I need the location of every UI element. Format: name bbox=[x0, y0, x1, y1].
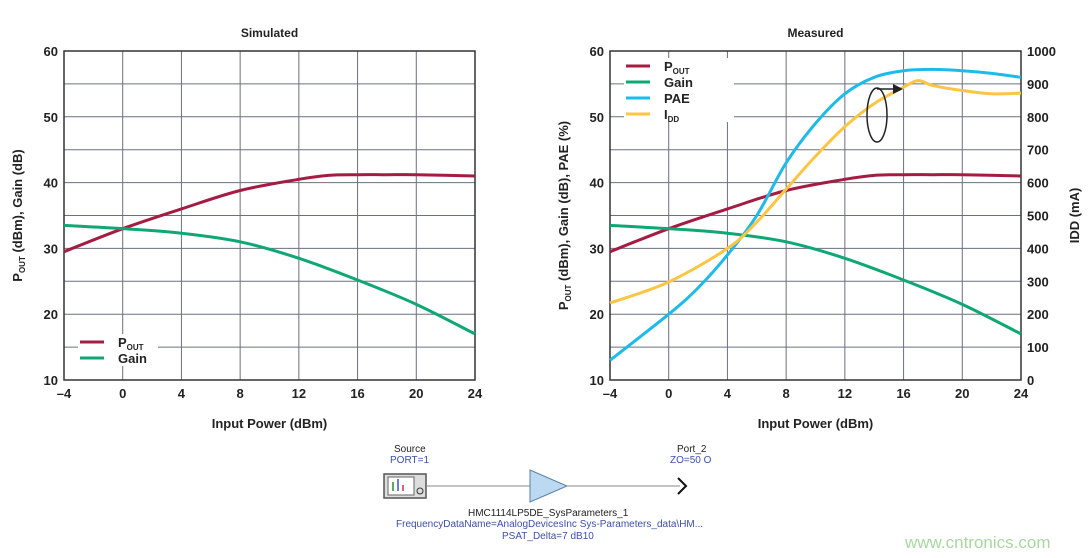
legend-bg bbox=[624, 58, 734, 74]
source-name: Source bbox=[394, 444, 426, 455]
legend-label: Gain bbox=[664, 75, 693, 90]
plot-frame bbox=[63, 50, 476, 381]
watermark: www.cntronics.com bbox=[905, 533, 1051, 552]
series-line-pae bbox=[609, 67, 1022, 362]
y-tick-label: 10 bbox=[590, 373, 604, 388]
x-tick-label: 4 bbox=[178, 386, 186, 401]
series-line-idd bbox=[609, 79, 1022, 305]
chart-title: Simulated bbox=[241, 26, 298, 40]
x-axis-label: Input Power (dBm) bbox=[212, 416, 328, 431]
schematic: Source PORT=1 Port_2 ZO=50 O HMC1114LP5D… bbox=[0, 440, 1089, 558]
y-axis-label: POUT (dBm), Gain (dB), PAE (%) bbox=[556, 121, 573, 310]
x-tick-label: 20 bbox=[409, 386, 423, 401]
legend-bg bbox=[78, 334, 158, 350]
legend-label: POUT bbox=[664, 59, 690, 76]
y-tick-label: 40 bbox=[590, 176, 604, 191]
y-axis-label: POUT (dBm), Gain (dB) bbox=[10, 149, 27, 281]
annotation-ellipse bbox=[866, 87, 888, 143]
plot-frame bbox=[609, 50, 1022, 381]
y2-tick-label: 1000 bbox=[1027, 44, 1056, 59]
legend-bg bbox=[78, 350, 158, 366]
y-tick-label: 50 bbox=[590, 110, 604, 125]
source-param: PORT=1 bbox=[390, 455, 429, 466]
amplifier-icon[interactable] bbox=[529, 469, 569, 503]
y2-tick-label: 500 bbox=[1027, 209, 1049, 224]
legend-label: Gain bbox=[118, 351, 147, 366]
x-tick-label: 24 bbox=[468, 386, 483, 401]
x-tick-label: –4 bbox=[603, 386, 618, 401]
y2-tick-label: 200 bbox=[1027, 307, 1049, 322]
x-tick-label: 16 bbox=[350, 386, 364, 401]
port-arrow-icon[interactable] bbox=[677, 477, 688, 495]
x-tick-label: 4 bbox=[724, 386, 732, 401]
legend-bg bbox=[624, 106, 734, 122]
y2-tick-label: 100 bbox=[1027, 340, 1049, 355]
y-tick-label: 40 bbox=[44, 176, 58, 191]
x-tick-label: 12 bbox=[292, 386, 306, 401]
amp-param-psat: PSAT_Delta=7 dB10 bbox=[502, 531, 594, 542]
legend-label: PAE bbox=[664, 91, 690, 106]
legend-bg bbox=[624, 90, 734, 106]
series-line-pout bbox=[63, 173, 476, 254]
legend-bg bbox=[624, 74, 734, 90]
x-tick-label: 0 bbox=[119, 386, 126, 401]
x-tick-label: 0 bbox=[665, 386, 672, 401]
y2-tick-label: 800 bbox=[1027, 110, 1049, 125]
y-tick-label: 10 bbox=[44, 373, 58, 388]
x-tick-label: 24 bbox=[1014, 386, 1029, 401]
y2-tick-label: 300 bbox=[1027, 274, 1049, 289]
amp-param-frequency: FrequencyDataName=AnalogDevicesInc Sys-P… bbox=[396, 519, 704, 530]
y-tick-label: 50 bbox=[44, 110, 58, 125]
x-tick-label: 8 bbox=[237, 386, 244, 401]
y-tick-label: 20 bbox=[590, 307, 604, 322]
y2-tick-label: 900 bbox=[1027, 77, 1049, 92]
y2-tick-label: 700 bbox=[1027, 143, 1049, 158]
y-tick-label: 30 bbox=[590, 241, 604, 256]
legend-label: POUT bbox=[118, 335, 144, 352]
x-tick-label: 8 bbox=[783, 386, 790, 401]
series-line-pout bbox=[609, 173, 1022, 254]
y2-tick-label: 0 bbox=[1027, 373, 1034, 388]
y-tick-label: 20 bbox=[44, 307, 58, 322]
y2-tick-label: 600 bbox=[1027, 176, 1049, 191]
y2-tick-label: 400 bbox=[1027, 241, 1049, 256]
series-line-gain bbox=[63, 223, 476, 336]
charts: –4 0 4 8 12 16 20 24102030405060SimulatedInput … bbox=[10, 26, 1082, 431]
x-tick-label: –4 bbox=[57, 386, 72, 401]
chart-1: –4 0 4 8 12 16 20 24102030405060010020030040050… bbox=[556, 26, 1082, 431]
legend-label: IDD bbox=[664, 107, 679, 124]
amp-name: HMC1114LP5DE_SysParameters_1 bbox=[468, 508, 629, 519]
series-line-gain bbox=[609, 223, 1022, 336]
y-tick-label: 30 bbox=[44, 241, 58, 256]
x-tick-label: 20 bbox=[955, 386, 969, 401]
x-tick-label: 16 bbox=[896, 386, 910, 401]
x-axis-label: Input Power (dBm) bbox=[758, 416, 874, 431]
x-tick-label: 12 bbox=[838, 386, 852, 401]
y-tick-label: 60 bbox=[590, 44, 604, 59]
annotation-arrowhead bbox=[893, 84, 903, 94]
chart-title: Measured bbox=[787, 26, 843, 40]
port-name: Port_2 bbox=[677, 444, 707, 455]
chart-0: –4 0 4 8 12 16 20 24 10 20 30 40 50 60 Simulated Input … bbox=[10, 26, 483, 431]
port-param: ZO=50 O bbox=[670, 455, 712, 466]
y-tick-label: 60 bbox=[44, 44, 58, 59]
y2-axis-label: IDD (mA) bbox=[1067, 188, 1082, 244]
signal-source-icon[interactable] bbox=[383, 473, 427, 499]
